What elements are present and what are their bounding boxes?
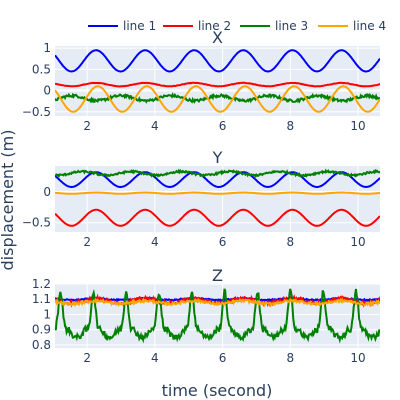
y-tick-label: 1.2 [32,277,51,291]
x-tick-label: 8 [286,235,294,249]
y-tick-label: 1 [43,307,51,321]
subplot-x: −0.5 0 0.5 1 2 4 6 8 10 X [22,28,380,133]
x-tick-label: 4 [151,119,159,133]
legend: line 1 line 2 line 3 line 4 [88,19,386,33]
plot-area [55,284,380,348]
legend-item-line-3[interactable]: line 3 [240,19,308,33]
subplot-title: X [212,28,223,47]
series-line-1 [55,171,380,189]
legend-item-line-2[interactable]: line 2 [163,19,231,33]
subplots: −0.500.512 4 6 8 10X−0.502 4 6 8 10Y0.80.911.11.… [22,28,380,365]
legend-label: line 3 [275,19,308,33]
y-axis-label: displacement (m) [0,130,17,271]
x-tick-label: 2 [83,119,91,133]
x-tick-label: 4 [151,235,159,249]
y-tick-label: 0.8 [32,338,51,352]
series-line-4 [55,85,380,113]
subplot-z: 0.80.9 11.11.2 2 4 6 8 10 Z [32,266,380,365]
plot-area [55,46,380,116]
y-tick-label: 0 [43,185,51,199]
x-tick-label: 10 [350,235,365,249]
x-tick-label: 4 [151,351,159,365]
subplot-title: Z [212,266,223,285]
x-tick-label: 8 [286,351,294,365]
subplot-y: −0.5 0 2 4 6 8 10 Y [22,148,380,249]
y-tick-label: 1.1 [32,292,51,306]
x-tick-label: 6 [219,119,227,133]
y-tick-label: 0.5 [32,62,51,76]
x-tick-label: 8 [286,119,294,133]
y-tick-label: 1 [43,41,51,55]
x-tick-label: 6 [219,235,227,249]
legend-label: line 1 [123,19,156,33]
series-line-3 [55,168,380,178]
series-line-1 [55,49,380,73]
x-axis-label: time (second) [162,381,273,400]
legend-label: line 4 [353,19,386,33]
x-tick-label: 10 [350,119,365,133]
legend-label: line 2 [198,19,231,33]
x-tick-label: 10 [350,351,365,365]
y-tick-label: −0.5 [22,216,51,230]
subplot-title: Y [212,148,223,167]
y-tick-label: 0 [43,84,51,98]
series-line-3 [55,288,380,344]
x-tick-label: 2 [83,351,91,365]
legend-item-line-1[interactable]: line 1 [88,19,156,33]
series-line-2 [55,208,380,227]
x-tick-label: 2 [83,235,91,249]
y-tick-label: −0.5 [22,105,51,119]
series-line-2 [55,81,380,88]
x-tick-label: 6 [219,351,227,365]
legend-item-line-4[interactable]: line 4 [318,19,386,33]
y-tick-label: 0.9 [32,323,51,337]
series-line-4 [55,191,380,195]
series-line-4 [55,296,380,308]
